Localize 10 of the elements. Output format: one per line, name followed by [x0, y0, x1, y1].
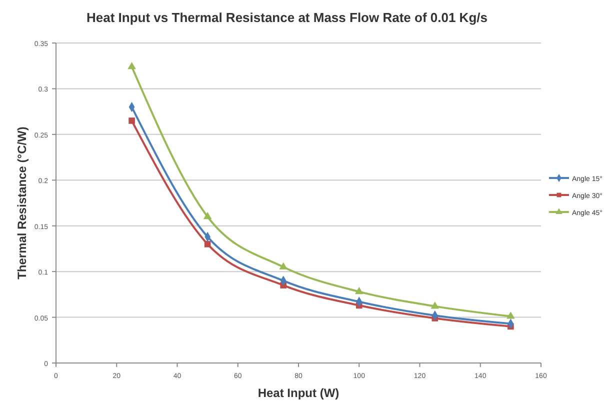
chart-title: Heat Input vs Thermal Resistance at Mass Flow Rate of 0.01 Kg/s [86, 10, 488, 25]
point [203, 212, 212, 220]
y-axis-title: Thermal Resistance (°C/W) [15, 126, 29, 280]
point [354, 286, 364, 294]
point [204, 240, 211, 248]
x-axis-title: Heat Input (W) [258, 386, 340, 400]
point [128, 118, 135, 124]
point [128, 62, 136, 70]
point [506, 312, 515, 319]
point [430, 302, 440, 309]
